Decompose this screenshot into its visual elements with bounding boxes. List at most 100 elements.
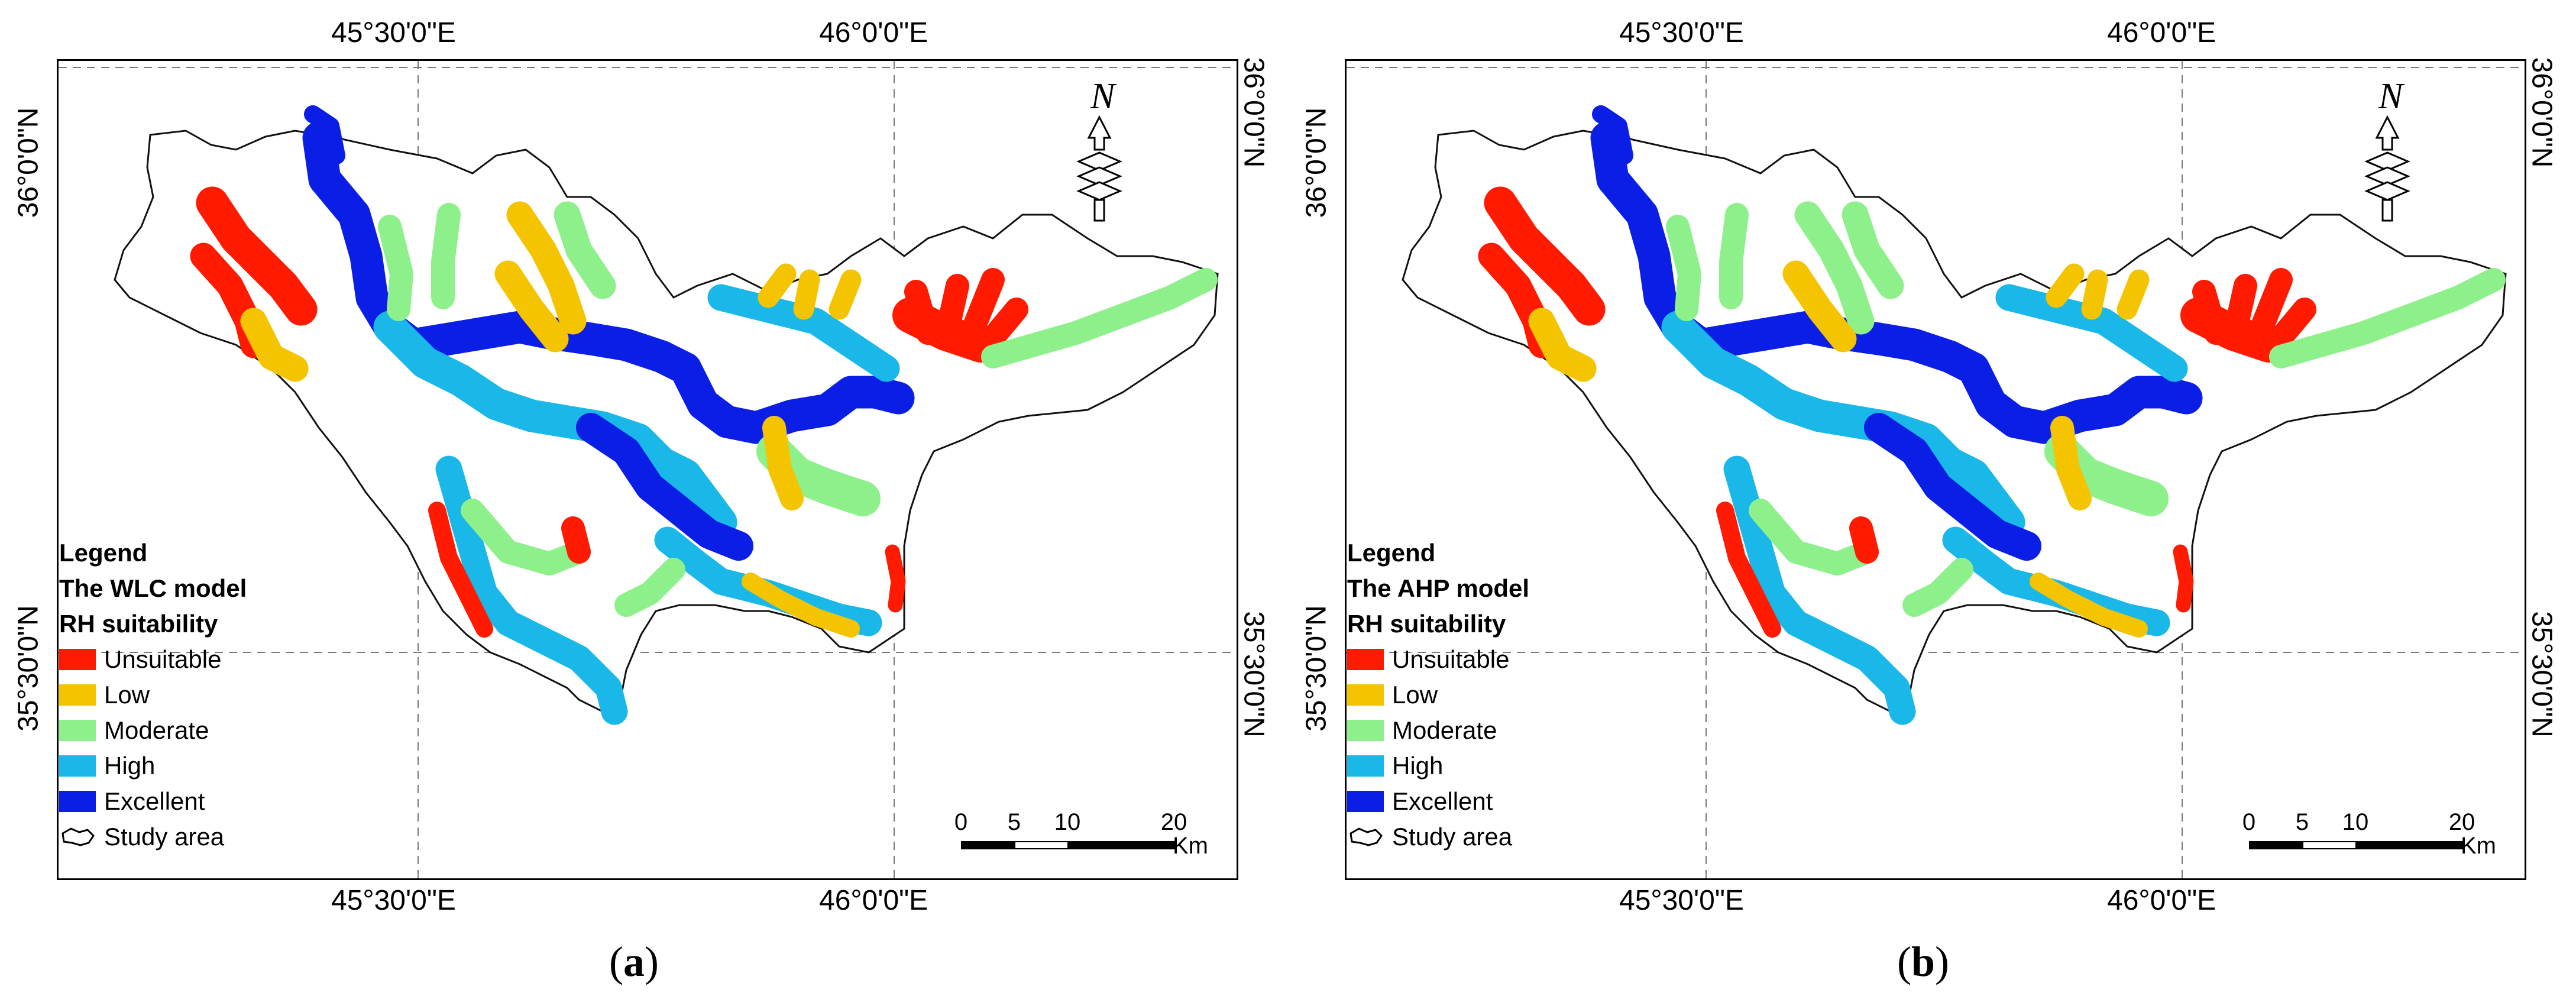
scale-tick: 20 bbox=[2448, 809, 2475, 835]
channel-main-excellent bbox=[1590, 121, 2203, 444]
swatch-excellent bbox=[59, 791, 96, 812]
bottom-coordinate-label: 45°30'0"E bbox=[1619, 885, 1744, 916]
legend-label: Study area bbox=[1392, 823, 1513, 851]
channel-east-high bbox=[707, 284, 900, 382]
right-coordinate-label: 36°0'0"N bbox=[2526, 57, 2558, 168]
channel-center-low-1 bbox=[506, 201, 587, 335]
channel-center-yellow-blob bbox=[762, 416, 804, 510]
panel-label: (b) bbox=[1897, 938, 1950, 985]
swatch-unsuitable bbox=[1347, 649, 1384, 670]
swatch-high bbox=[59, 755, 96, 777]
channel-south-low-2 bbox=[2030, 573, 2148, 638]
legend-subtitle: RH suitability bbox=[59, 610, 218, 638]
left-coordinate-label: 35°30'0"N bbox=[1300, 605, 1332, 732]
map-frame: N bbox=[57, 59, 1238, 880]
legend-item-study-area: Study area bbox=[1347, 819, 1619, 855]
scale-tick: 0 bbox=[954, 809, 968, 835]
channel-north-moderate-1 bbox=[378, 215, 413, 321]
legend-label: Excellent bbox=[1392, 787, 1493, 815]
legend-label: Low bbox=[104, 681, 150, 709]
scale-segment bbox=[1014, 841, 1069, 849]
channel-center-low-1 bbox=[1794, 201, 1875, 335]
legend-label: High bbox=[1392, 752, 1444, 780]
legend-model: The WLC model bbox=[59, 574, 247, 602]
scale-unit: Km bbox=[1173, 833, 1208, 859]
study-area-icon bbox=[62, 827, 95, 846]
right-coordinate-label: 35°30'0"N bbox=[1238, 611, 1270, 738]
scale-bar: 0 5 10 20 Km bbox=[954, 809, 1208, 859]
legend-item-study-area: Study area bbox=[59, 819, 331, 855]
swatch-low bbox=[1347, 684, 1384, 706]
legend-label: Moderate bbox=[104, 716, 209, 744]
scale-tick: 5 bbox=[2295, 809, 2309, 835]
channel-northwest-red bbox=[1484, 186, 1606, 326]
legend-item-unsuitable: Unsuitable bbox=[1347, 642, 1619, 677]
channel-east-red-fingers bbox=[2192, 268, 2316, 357]
scale-tick: 20 bbox=[1160, 809, 1187, 835]
channel-north-blue-top bbox=[1592, 105, 1633, 164]
channel-east-red-tail bbox=[885, 544, 906, 613]
channel-northwest-low bbox=[240, 308, 309, 382]
bottom-coordinate-label: 46°0'0"E bbox=[2107, 885, 2216, 916]
channel-south-low-2 bbox=[742, 573, 860, 638]
legend-item-high: High bbox=[59, 748, 331, 784]
left-coordinate-label: 36°0'0"N bbox=[12, 107, 44, 218]
scale-segment bbox=[2355, 841, 2463, 849]
legend-label: Unsuitable bbox=[104, 645, 222, 673]
scale-tick: 10 bbox=[1054, 809, 1081, 835]
legend-model: The AHP model bbox=[1347, 574, 1530, 602]
swatch-excellent bbox=[1347, 791, 1384, 812]
scale-segment bbox=[2302, 841, 2357, 849]
legend-title: Legend bbox=[59, 539, 148, 567]
channel-east-high bbox=[1995, 284, 2188, 382]
top-coordinate-label: 46°0'0"E bbox=[2107, 17, 2216, 49]
graticule bbox=[59, 61, 1237, 878]
channel-south-moderate-1 bbox=[1749, 499, 1879, 576]
swatch-unsuitable bbox=[59, 649, 96, 670]
legend-title: Legend bbox=[1347, 539, 1436, 567]
channel-east-moderate bbox=[981, 268, 1218, 368]
legend-item-low: Low bbox=[59, 677, 331, 713]
channel-west-orange bbox=[561, 516, 591, 564]
map-legend: Legend The AHP model RH suitability Unsu… bbox=[1347, 535, 1619, 855]
channel-south-excellent bbox=[1864, 413, 2041, 561]
legend-label: Study area bbox=[104, 823, 225, 851]
right-coordinate-label: 35°30'0"N bbox=[2526, 611, 2558, 738]
scale-tick: 10 bbox=[2342, 809, 2369, 835]
channel-east-moderate bbox=[2269, 268, 2506, 368]
legend-item-moderate: Moderate bbox=[59, 713, 331, 748]
channel-center-low-3 bbox=[494, 260, 569, 353]
map-panel-a: 45°30'0"E 46°0'0"E 36°0'0"N 35°30'0"N 36… bbox=[12, 17, 1270, 985]
top-coordinate-label: 45°30'0"E bbox=[331, 17, 456, 49]
legend-item-unsuitable: Unsuitable bbox=[59, 642, 331, 677]
channel-north-moderate-2 bbox=[1719, 203, 1749, 309]
scale-segment bbox=[2249, 841, 2303, 849]
suitability-map: N bbox=[1347, 61, 2525, 878]
channel-south-moderate-2 bbox=[1902, 558, 1973, 617]
legend-item-high: High bbox=[1347, 748, 1619, 784]
left-coordinate-label: 36°0'0"N bbox=[1300, 107, 1332, 218]
left-coordinate-label: 35°30'0"N bbox=[12, 605, 44, 732]
top-coordinate-label: 46°0'0"E bbox=[819, 17, 928, 49]
channel-center-low-3 bbox=[1782, 260, 1857, 353]
legend-label: Low bbox=[1392, 681, 1438, 709]
legend-label: Moderate bbox=[1392, 716, 1497, 744]
legend-item-low: Low bbox=[1347, 677, 1619, 713]
study-area-icon bbox=[1350, 827, 1383, 846]
swatch-low bbox=[59, 684, 96, 706]
channel-south-excellent bbox=[576, 413, 753, 561]
channel-northwest-low bbox=[1528, 308, 1597, 382]
channel-east-yellow-branches bbox=[758, 263, 862, 320]
bottom-coordinate-label: 46°0'0"E bbox=[819, 885, 928, 916]
channel-south-red-1 bbox=[1716, 502, 1781, 638]
suitability-channels bbox=[1478, 105, 2506, 725]
channel-south-high-1 bbox=[1723, 455, 1916, 725]
scale-segment bbox=[1067, 841, 1175, 849]
map-legend: Legend The WLC model RH suitability Unsu… bbox=[59, 535, 331, 855]
channel-north-moderate-2 bbox=[431, 203, 461, 309]
scale-bar: 0 5 10 20 Km bbox=[2242, 809, 2496, 859]
channel-north-blue-top bbox=[304, 105, 345, 164]
map-panel-b: 45°30'0"E 46°0'0"E 36°0'0"N 35°30'0"N 36… bbox=[1288, 0, 2576, 999]
scale-tick: 0 bbox=[2242, 809, 2256, 835]
graticule bbox=[1347, 61, 2525, 878]
